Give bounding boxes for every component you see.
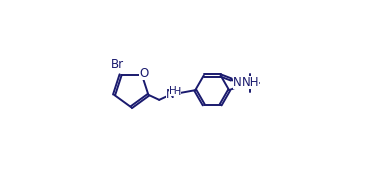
Text: H: H: [173, 86, 181, 96]
Text: H: H: [169, 86, 176, 96]
Text: N: N: [166, 88, 174, 101]
Text: N: N: [233, 76, 242, 89]
Text: O: O: [140, 67, 149, 80]
Text: Br: Br: [111, 58, 124, 71]
Text: NH: NH: [241, 76, 259, 89]
